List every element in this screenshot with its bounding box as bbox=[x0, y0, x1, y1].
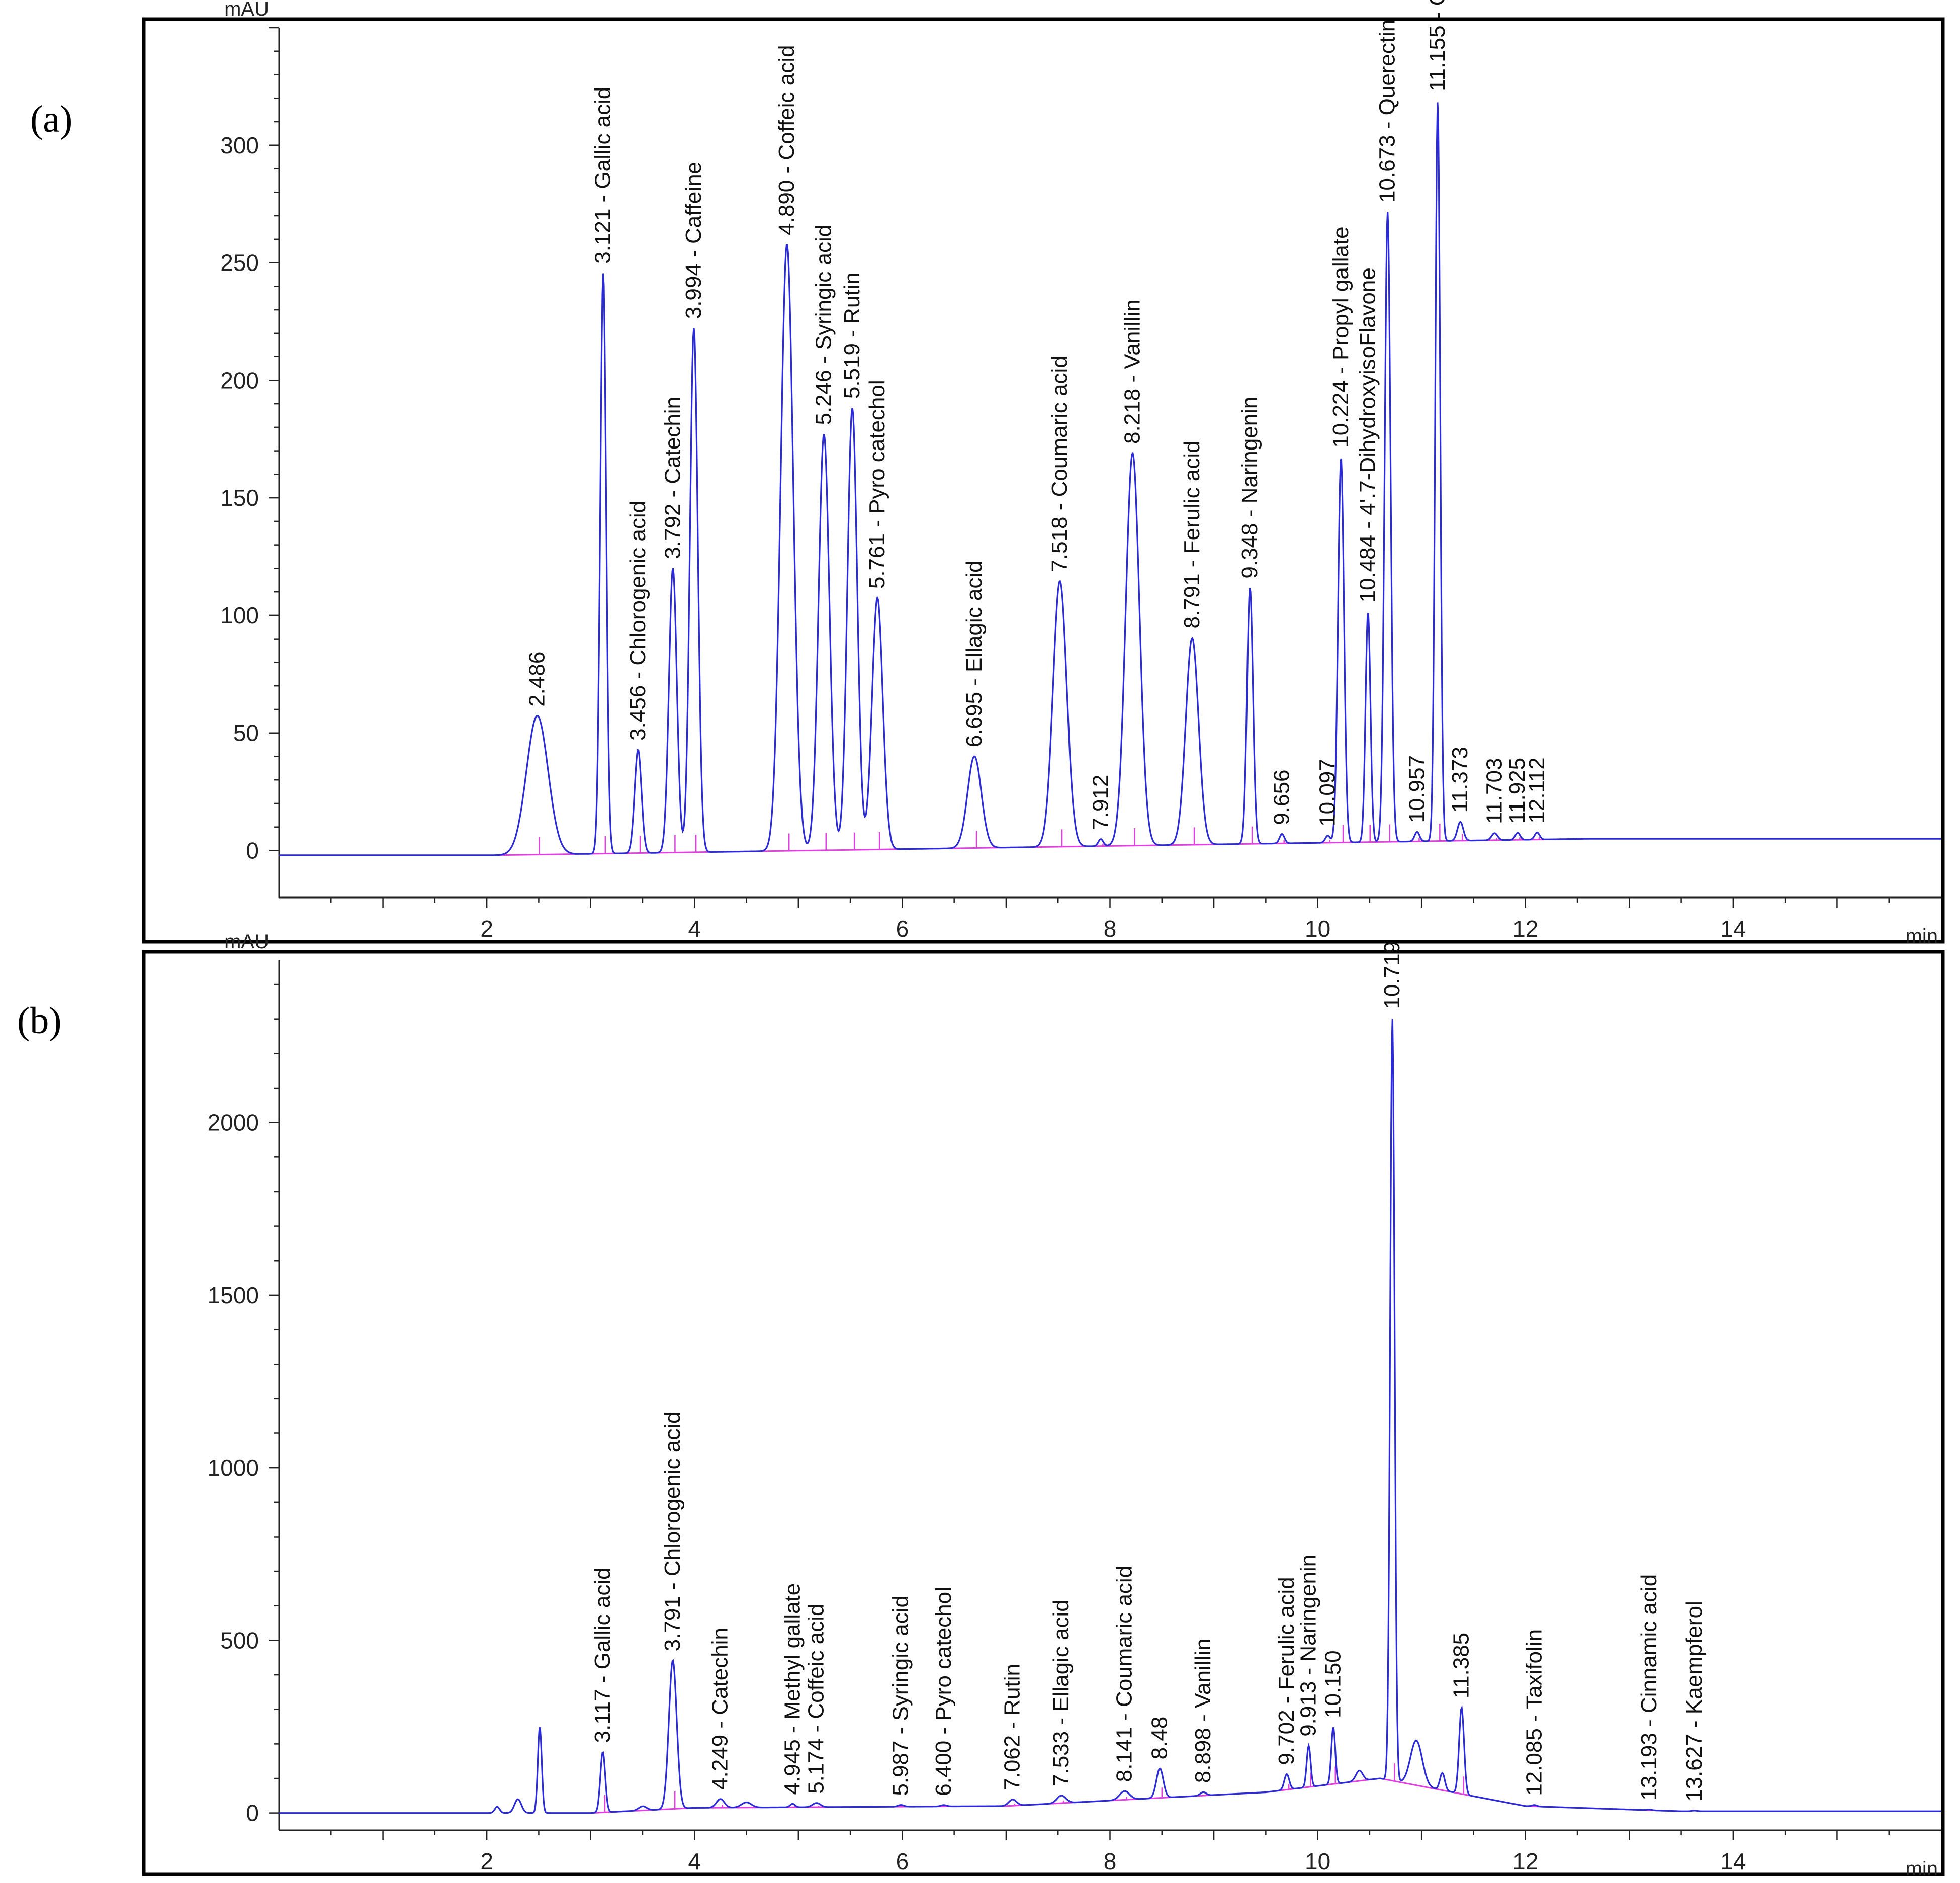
peak-label: 10.957 bbox=[1404, 755, 1429, 823]
peak-label: 8.48 bbox=[1147, 1717, 1172, 1760]
y-tick-label: 1000 bbox=[208, 1455, 259, 1481]
peak-label: 3.456 - Chlorogenic acid bbox=[626, 501, 650, 741]
y-tick-label: 100 bbox=[220, 602, 259, 629]
y-tick-label: 200 bbox=[220, 367, 259, 393]
y-axis-title: mAU bbox=[224, 931, 269, 953]
x-tick-label: 4 bbox=[688, 1848, 701, 1874]
y-tick-label: 0 bbox=[246, 837, 259, 863]
peak-label: 3.792 - Catechin bbox=[660, 397, 685, 559]
peak-label: 8.898 - Vanillin bbox=[1191, 1638, 1215, 1783]
x-tick-label: 14 bbox=[1720, 916, 1746, 942]
peak-label: 6.400 - Pyro catechol bbox=[931, 1587, 956, 1796]
y-tick-label: 2000 bbox=[208, 1110, 259, 1136]
peak-label: 2.486 bbox=[525, 652, 550, 707]
chromatogram-a: 0 50 100 150 200 250 300 2 4 6 8 10 12 14 mAU min 2.486 3… bbox=[220, 0, 1941, 947]
peak-label: 3.117 - Gallic acid bbox=[590, 1567, 615, 1743]
peak-label: 3.121 - Gallic acid bbox=[591, 87, 615, 264]
peak-label: 10.673 - Querectin bbox=[1375, 20, 1400, 203]
peak-label: 11.925 bbox=[1505, 758, 1530, 824]
peak-label: 7.912 bbox=[1088, 775, 1113, 830]
x-tick-label: 6 bbox=[896, 1848, 909, 1874]
peak-label: 4.249 - Catechin bbox=[708, 1628, 733, 1790]
x-tick-label: 14 bbox=[1720, 1848, 1746, 1874]
chromatogram-b: 0 500 1000 1500 2000 2 4 6 8 10 12 14 mAU min 3.117 - … bbox=[208, 931, 1941, 1880]
peak-label: 5.519 - Rutin bbox=[840, 272, 864, 399]
x-tick-label: 2 bbox=[480, 916, 493, 942]
x-tick-label: 10 bbox=[1305, 1848, 1330, 1874]
x-tick-label: 2 bbox=[480, 1848, 493, 1874]
peak-label: 13.627 - Kaempferol bbox=[1682, 1601, 1707, 1802]
panel-a-label: (a) bbox=[30, 98, 72, 140]
peak-label: 8.791 - Ferulic acid bbox=[1180, 440, 1204, 629]
peak-label: 11.385 bbox=[1449, 1633, 1474, 1698]
chromatogram-trace bbox=[279, 102, 1941, 856]
y-tick-label: 300 bbox=[220, 132, 259, 158]
peak-label: 4.945 - Methyl gallate bbox=[780, 1583, 805, 1795]
peak-label: 4.890 - Coffeic acid bbox=[774, 45, 799, 235]
y-tick-label: 500 bbox=[220, 1627, 259, 1653]
peak-label: 10.224 - Propyl gallate bbox=[1328, 226, 1353, 447]
peak-label: 10.150 bbox=[1321, 1650, 1346, 1718]
peak-label: 12.112 bbox=[1525, 757, 1549, 823]
y-tick-label: 0 bbox=[246, 1800, 259, 1826]
x-tick-label: 8 bbox=[1104, 916, 1117, 942]
peak-label: 7.062 - Rutin bbox=[1000, 1664, 1025, 1790]
peak-label: 3.791 - Chlorogenic acid bbox=[660, 1411, 685, 1651]
panel-b-label: (b) bbox=[17, 1000, 62, 1042]
peak-label: 8.218 - Vanillin bbox=[1120, 299, 1145, 444]
y-tick-label: 250 bbox=[220, 250, 259, 276]
peak-label: 10.097 bbox=[1315, 759, 1340, 827]
peak-label: 9.656 bbox=[1270, 769, 1294, 825]
peak-label: 13.193 - Cinnamic acid bbox=[1637, 1574, 1661, 1801]
peak-label: 11.373 bbox=[1448, 747, 1472, 813]
x-tick-label: 6 bbox=[896, 916, 909, 942]
x-tick-label: 4 bbox=[688, 916, 701, 942]
peak-label: 11.703 bbox=[1482, 758, 1506, 824]
peak-label: 7.518 - Coumaric acid bbox=[1047, 355, 1072, 572]
peak-label: 11.155 - Cinnamic acid bbox=[1425, 0, 1450, 92]
peak-label: 8.141 - Coumaric acid bbox=[1112, 1566, 1137, 1782]
panel-b-frame bbox=[142, 950, 1945, 1876]
y-tick-label: 1500 bbox=[208, 1282, 259, 1308]
panel-a-frame bbox=[142, 17, 1945, 944]
peak-label: 5.174 - Coffeic acid bbox=[804, 1603, 829, 1794]
x-tick-label: 12 bbox=[1512, 916, 1538, 942]
x-axis-title: min bbox=[1906, 925, 1938, 947]
peak-label: 5.761 - Pyro catechol bbox=[865, 380, 889, 589]
peak-label: 5.246 - Syringic acid bbox=[812, 225, 836, 425]
peak-label: 6.695 - Ellagic acid bbox=[962, 560, 987, 747]
x-tick-label: 8 bbox=[1104, 1848, 1117, 1874]
y-tick-label: 50 bbox=[233, 720, 259, 746]
y-axis-title: mAU bbox=[224, 0, 269, 20]
x-tick-label: 10 bbox=[1305, 916, 1330, 942]
peak-label: 10.719 bbox=[1380, 941, 1404, 1009]
peak-label: 10.484 - 4'.7-DihydroxyisoFlavone bbox=[1356, 267, 1380, 602]
y-tick-label: 150 bbox=[220, 485, 259, 511]
peak-label: 5.987 - Syringic acid bbox=[888, 1595, 913, 1796]
chromatogram-trace bbox=[279, 1019, 1941, 1814]
x-tick-label: 12 bbox=[1512, 1848, 1538, 1874]
peak-label: 3.994 - Caffeine bbox=[681, 162, 706, 319]
peak-label: 7.533 - Ellagic acid bbox=[1049, 1599, 1074, 1786]
x-axis-title: min bbox=[1906, 1858, 1938, 1880]
integration-baseline bbox=[590, 1777, 1681, 1814]
peak-label: 9.702 - Ferulic acid bbox=[1274, 1577, 1299, 1765]
peak-label: 12.085 - Taxifolin bbox=[1522, 1629, 1546, 1796]
peak-label: 9.348 - Naringenin bbox=[1237, 397, 1262, 579]
peak-label: 9.913 - Naringenin bbox=[1296, 1555, 1321, 1737]
